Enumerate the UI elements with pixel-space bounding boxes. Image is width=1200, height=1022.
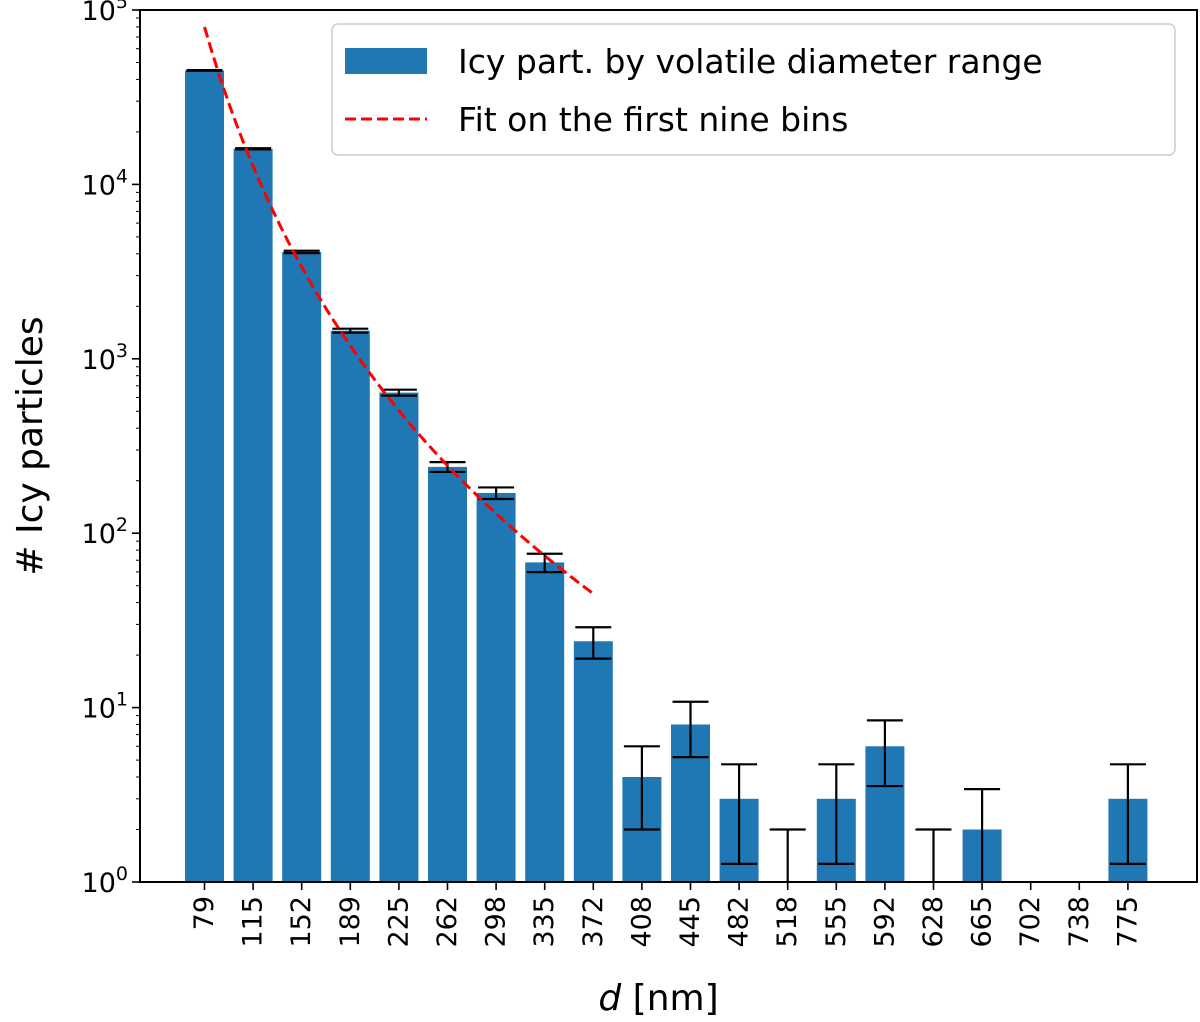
bar (185, 70, 224, 882)
errorbar (380, 388, 417, 397)
x-tick-label: 482 (724, 896, 755, 948)
x-axis-label-symbol: d (598, 978, 622, 1019)
legend: Icy part. by volatile diameter range Fit… (331, 23, 1176, 156)
legend-label-fit: Fit on the first nine bins (458, 100, 848, 139)
x-tick-label: 738 (1064, 896, 1095, 948)
x-tick-label: 225 (383, 896, 414, 948)
bar (428, 466, 467, 882)
x-tick-label: 152 (286, 896, 317, 948)
errorbar (721, 763, 758, 865)
x-tick-label: 592 (869, 896, 900, 948)
errorbar (866, 719, 903, 788)
x-tick-label: 408 (626, 896, 657, 948)
bar (330, 330, 370, 882)
errorbar (332, 327, 369, 334)
bar (379, 392, 419, 882)
x-tick-label: 335 (529, 896, 560, 948)
x-tick-label: 115 (238, 896, 269, 948)
errorbar (915, 828, 952, 882)
x-tick-label: 518 (772, 896, 803, 948)
errorbar (235, 147, 272, 151)
errorbar (1109, 763, 1146, 865)
errorbar (283, 249, 320, 255)
y-tick-label: 104 (82, 165, 128, 201)
y-tick-label: 101 (82, 689, 128, 725)
errorbar (964, 787, 1001, 882)
errorbars-layer (186, 69, 1146, 882)
errorbar (526, 552, 563, 574)
x-tick-label: 665 (967, 896, 998, 948)
fit-layer (203, 26, 595, 595)
y-axis-label: # Icy particles (10, 316, 51, 575)
bar (282, 251, 322, 883)
errorbar (623, 745, 660, 831)
errorbar (769, 828, 806, 882)
y-tick-label: 100 (82, 863, 128, 899)
bar (233, 148, 273, 883)
x-tick-label: 298 (481, 896, 512, 948)
x-ticks: 79 115 152 189 225 262 298 335 372 408 445 482 518 55… (189, 882, 1143, 948)
y-ticks: 100 101 102 103 104 105 (82, 0, 140, 899)
x-tick-label: 555 (821, 896, 852, 948)
legend-swatch-bar (345, 48, 427, 74)
legend-label-bars: Icy part. by volatile diameter range (458, 42, 1043, 81)
x-axis-label: d [nm] (598, 978, 718, 1019)
y-tick-label: 102 (82, 514, 128, 550)
x-tick-label: 79 (189, 896, 220, 930)
plot-frame (139, 9, 1198, 883)
errorbar (575, 626, 612, 660)
legend-box (331, 23, 1176, 156)
x-tick-label: 702 (1015, 896, 1046, 948)
bars-layer (185, 70, 1148, 883)
x-tick-label: 628 (918, 896, 949, 948)
errorbar (672, 700, 709, 759)
bar (573, 641, 613, 882)
fit-line (203, 26, 595, 595)
y-tick-label: 105 (82, 0, 128, 27)
y-tick-label: 103 (82, 340, 128, 376)
x-tick-label: 775 (1112, 896, 1143, 948)
errorbar (186, 69, 223, 72)
x-tick-label: 372 (578, 896, 609, 948)
x-axis-label-unit: [nm] (621, 978, 718, 1019)
x-tick-label: 189 (335, 896, 366, 948)
bar (525, 562, 565, 882)
errorbar (818, 763, 855, 865)
x-tick-label: 262 (432, 896, 463, 948)
x-tick-label: 445 (675, 896, 706, 948)
errorbar (478, 486, 515, 501)
bar (476, 493, 516, 882)
